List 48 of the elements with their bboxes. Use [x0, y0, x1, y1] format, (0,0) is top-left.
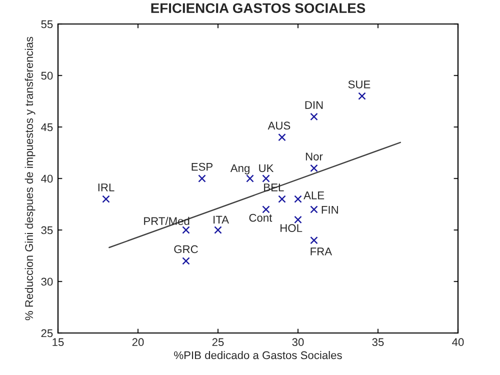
annotation: GRC: [174, 245, 198, 254]
point: [182, 226, 190, 234]
y-axis-title: % Reduccion Gini despues de impuestos y transferencias: [24, 36, 36, 320]
y-tick-label: 35: [41, 226, 53, 234]
point: [294, 195, 302, 203]
annotation: SUE: [348, 80, 370, 88]
annotation: FRA: [310, 248, 332, 256]
annotation: ALE: [304, 192, 324, 200]
point: [310, 164, 318, 172]
point: [262, 206, 270, 214]
point: [310, 236, 318, 244]
annotation: ITA: [214, 216, 229, 224]
point: [102, 195, 110, 203]
annotation: AUS: [268, 122, 290, 130]
annotation: Cont: [249, 214, 272, 222]
chart-title: EFICIENCIA GASTOS SOCIALES: [151, 3, 366, 14]
point: [310, 206, 318, 214]
annotation: UK: [259, 164, 274, 172]
point: [214, 226, 222, 234]
y-tick-label: 30: [41, 278, 53, 286]
x-axis-title: %PIB dedicado a Gastos Sociales: [174, 350, 342, 360]
point: [182, 257, 190, 265]
annotation: FIN: [322, 206, 338, 214]
x-tick-label: 20: [132, 338, 144, 346]
x-tick-label: 30: [292, 338, 304, 346]
annotation: Nor: [306, 152, 323, 160]
point: [262, 174, 270, 182]
x-tick-label: 25: [212, 338, 224, 346]
annotation: DIN: [305, 101, 323, 109]
point: [198, 174, 206, 182]
point: [294, 216, 302, 224]
annotation: HOL: [280, 224, 302, 232]
point: [358, 92, 366, 100]
point: [246, 174, 254, 182]
y-tick-label: 40: [41, 174, 53, 183]
y-tick-label: 50: [41, 72, 53, 80]
point: [278, 195, 286, 203]
point: [278, 133, 286, 142]
x-tick-label: 35: [372, 338, 384, 346]
point: [310, 112, 318, 121]
annotation: Ang: [230, 164, 250, 174]
y-tick-label: 25: [41, 329, 53, 338]
y-tick-label: 45: [41, 123, 53, 132]
x-tick-label: 15: [52, 338, 64, 346]
annotation: IRL: [98, 184, 114, 192]
x-tick-label: 40: [452, 338, 464, 346]
y-tick-label: 55: [41, 20, 53, 28]
annotation: ESP: [192, 162, 213, 171]
